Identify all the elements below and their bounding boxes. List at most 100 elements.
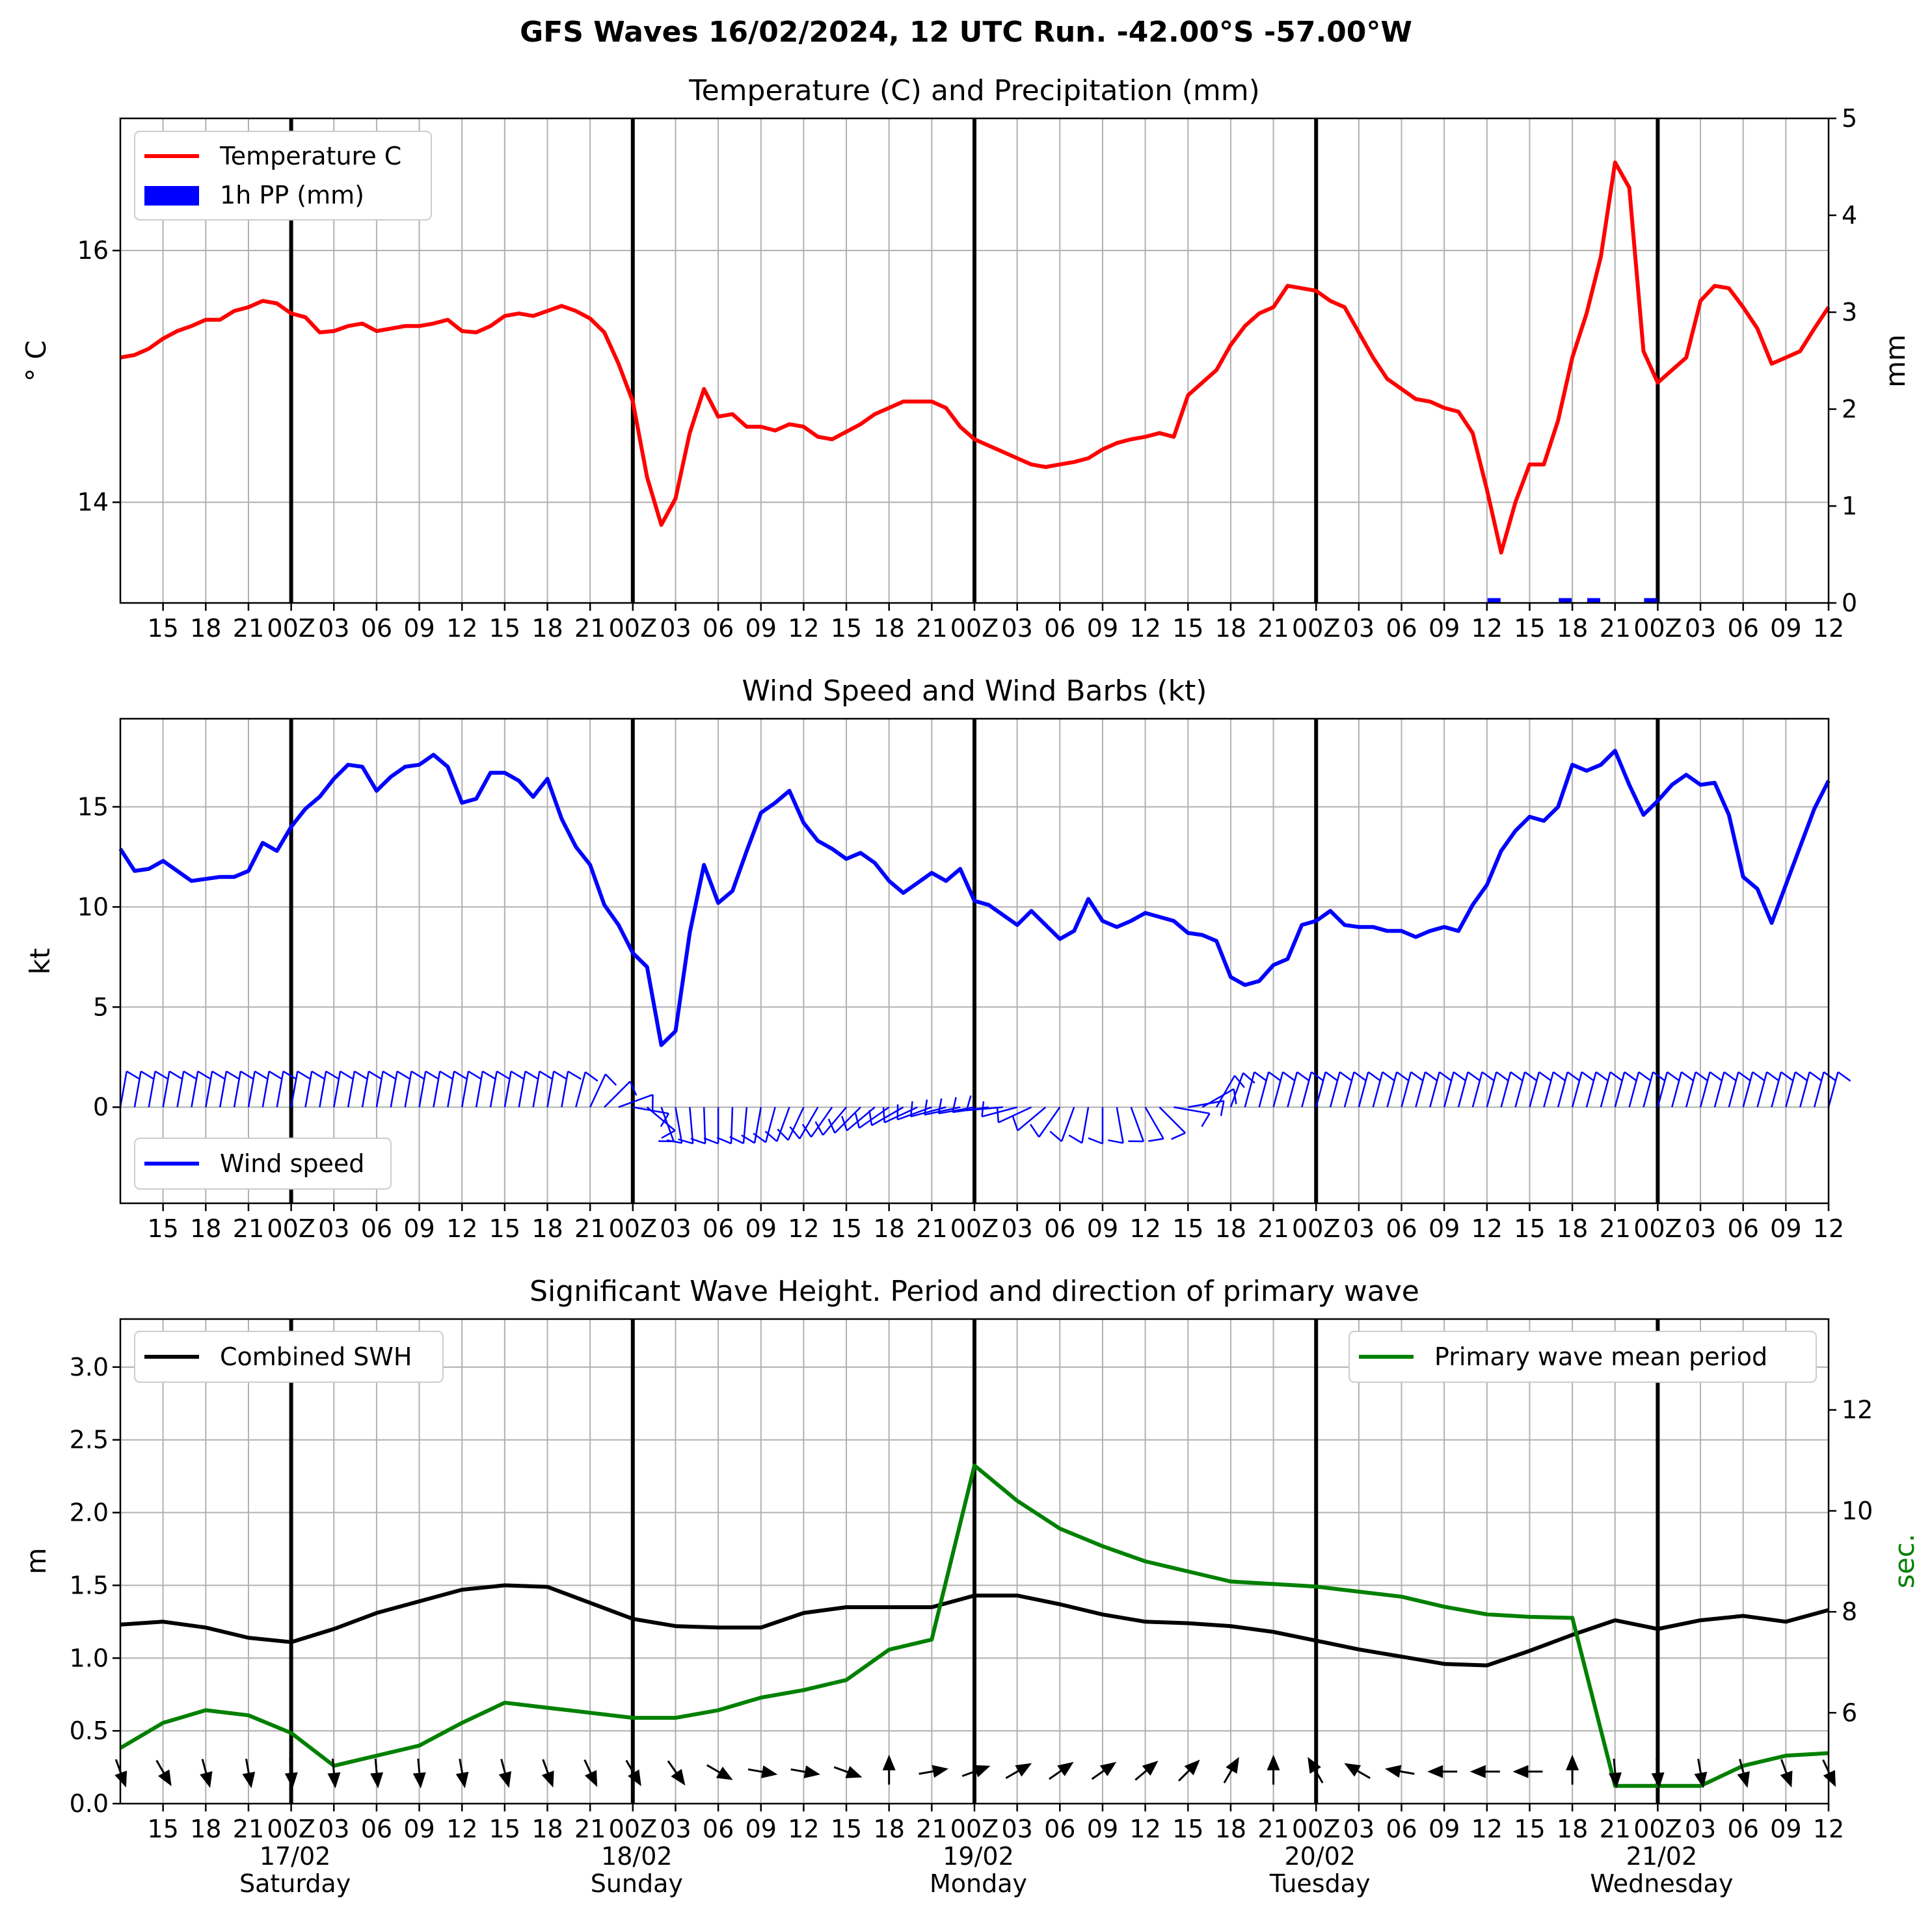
wind-barb-feather	[716, 1136, 732, 1145]
x-tick-label: 15	[1172, 1214, 1203, 1243]
wind-barb-staff	[589, 1073, 606, 1108]
x-tick-label: 12	[788, 1214, 819, 1243]
day-date-label: 17/02	[260, 1842, 331, 1871]
wave-arrow-head	[455, 1772, 469, 1789]
wind-barb	[1386, 1071, 1410, 1108]
wind-barb-feather	[629, 1081, 637, 1096]
wind-barb-staff	[1130, 1106, 1145, 1142]
wave-arrow-head	[1099, 1761, 1117, 1776]
x-tick-label: 18	[1557, 1815, 1588, 1843]
wind-barb-staff	[375, 1071, 384, 1108]
wave-direction-arrow	[1469, 1765, 1500, 1778]
wind-barb-feather	[981, 1101, 985, 1117]
wind-barb	[375, 1071, 397, 1108]
wind-barb	[1657, 1071, 1680, 1108]
wind-barb-feather	[1795, 1071, 1808, 1082]
wind-barb-staff	[1401, 1071, 1412, 1108]
wind-barb	[1685, 1071, 1709, 1108]
wind-barb-feather	[924, 1099, 928, 1115]
wave-arrow-head	[1608, 1772, 1622, 1789]
wind-barb	[390, 1071, 411, 1108]
wind-barb-feather	[1609, 1071, 1624, 1082]
wave-arrow-head	[1469, 1765, 1486, 1778]
wave-arrow-head	[1427, 1765, 1443, 1778]
panel-temperature-title: Temperature (C) and Precipitation (mm)	[688, 74, 1260, 107]
wind-barb-staff	[675, 1107, 683, 1143]
wind-barb-staff	[219, 1071, 228, 1108]
wind-barb-feather	[539, 1071, 554, 1080]
wind-barb-feather	[1201, 1113, 1211, 1127]
wind-barb-staff	[1244, 1071, 1255, 1108]
x-tick-label: 00Z	[950, 1815, 999, 1843]
x-tick-label: 09	[1087, 614, 1118, 643]
panel-wave-y2label: sec.	[1888, 1534, 1920, 1588]
wind-barb-staff	[1017, 1106, 1047, 1132]
wind-barb-feather	[1049, 1130, 1062, 1142]
wind-barb	[1600, 1071, 1624, 1108]
wind-barb-staff	[822, 1106, 848, 1136]
wind-barb-feather	[1624, 1071, 1638, 1082]
wind-barb	[233, 1071, 254, 1108]
wind-barb-staff	[1671, 1071, 1682, 1108]
x-tick-label: 21	[916, 1214, 947, 1243]
precip-bar	[1644, 598, 1657, 603]
wind-barb-feather	[268, 1071, 283, 1080]
wind-barb-feather	[1068, 1134, 1082, 1144]
wind-barb-staff	[982, 1106, 1017, 1117]
wind-barb-feather	[1396, 1071, 1410, 1082]
wind-barb-staff	[1174, 1106, 1210, 1115]
wind-barb	[1068, 1107, 1090, 1144]
day-weekday-label: Sunday	[591, 1869, 683, 1898]
wind-barb-staff	[1116, 1107, 1124, 1143]
wind-barb-staff	[404, 1071, 412, 1108]
wind-barb	[1272, 1071, 1296, 1108]
y-tick-label: 2.0	[70, 1499, 109, 1527]
wind-barb-staff	[546, 1071, 555, 1108]
wind-barb-feather	[729, 1136, 744, 1145]
legend-swh-label: Combined SWH	[220, 1342, 412, 1371]
x-tick-label: 00Z	[1633, 614, 1682, 643]
panel-wave-plot	[114, 1463, 1836, 1789]
x-tick-label: 18	[190, 1815, 221, 1843]
wind-barb	[304, 1071, 326, 1108]
wind-barb-feather	[937, 1098, 943, 1114]
day-weekday-label: Wednesday	[1590, 1869, 1733, 1898]
wind-barb-staff	[1500, 1071, 1512, 1108]
wind-barb-staff	[162, 1071, 170, 1108]
wind-barb-feather	[396, 1071, 411, 1080]
wind-barb	[666, 1107, 683, 1144]
x-tick-label: 06	[1044, 1815, 1075, 1843]
wave-direction-arrow	[833, 1766, 863, 1778]
wind-barb-staff	[1358, 1071, 1369, 1108]
x-tick-label: 00Z	[1292, 1815, 1340, 1843]
wind-barb-feather	[965, 1095, 972, 1111]
wind-barb-feather	[325, 1071, 340, 1080]
wave-arrow-head	[1057, 1761, 1074, 1776]
wind-barb-feather	[1311, 1071, 1324, 1082]
x-tick-label: 21	[233, 614, 264, 643]
wave-arrow-head	[1651, 1772, 1665, 1789]
x-tick-label: 21	[574, 1815, 606, 1843]
wind-barb-feather	[1088, 1137, 1103, 1145]
wind-barb-staff	[1529, 1071, 1540, 1108]
x-tick-label: 09	[403, 1815, 435, 1843]
wave-direction-arrow	[155, 1759, 172, 1787]
wind-barb	[1315, 1071, 1339, 1108]
y-tick-label: 1.0	[70, 1644, 109, 1672]
x-tick-label: 03	[660, 614, 691, 643]
wind-barb-feather	[1737, 1071, 1752, 1082]
wind-barb-staff	[811, 1106, 833, 1138]
wind-barb	[1643, 1071, 1666, 1108]
wind-barb	[418, 1071, 440, 1108]
wave-arrow-head	[327, 1772, 341, 1789]
wind-barb-staff	[1713, 1071, 1725, 1108]
wave-arrow-head	[1184, 1759, 1200, 1776]
wind-barb-feather	[1268, 1071, 1281, 1082]
wave-direction-arrow	[1049, 1761, 1074, 1780]
x-tick-label: 00Z	[267, 614, 315, 643]
wave-direction-arrow	[1737, 1759, 1750, 1788]
wind-barb-staff	[1571, 1071, 1583, 1108]
wind-barb	[1785, 1071, 1808, 1108]
